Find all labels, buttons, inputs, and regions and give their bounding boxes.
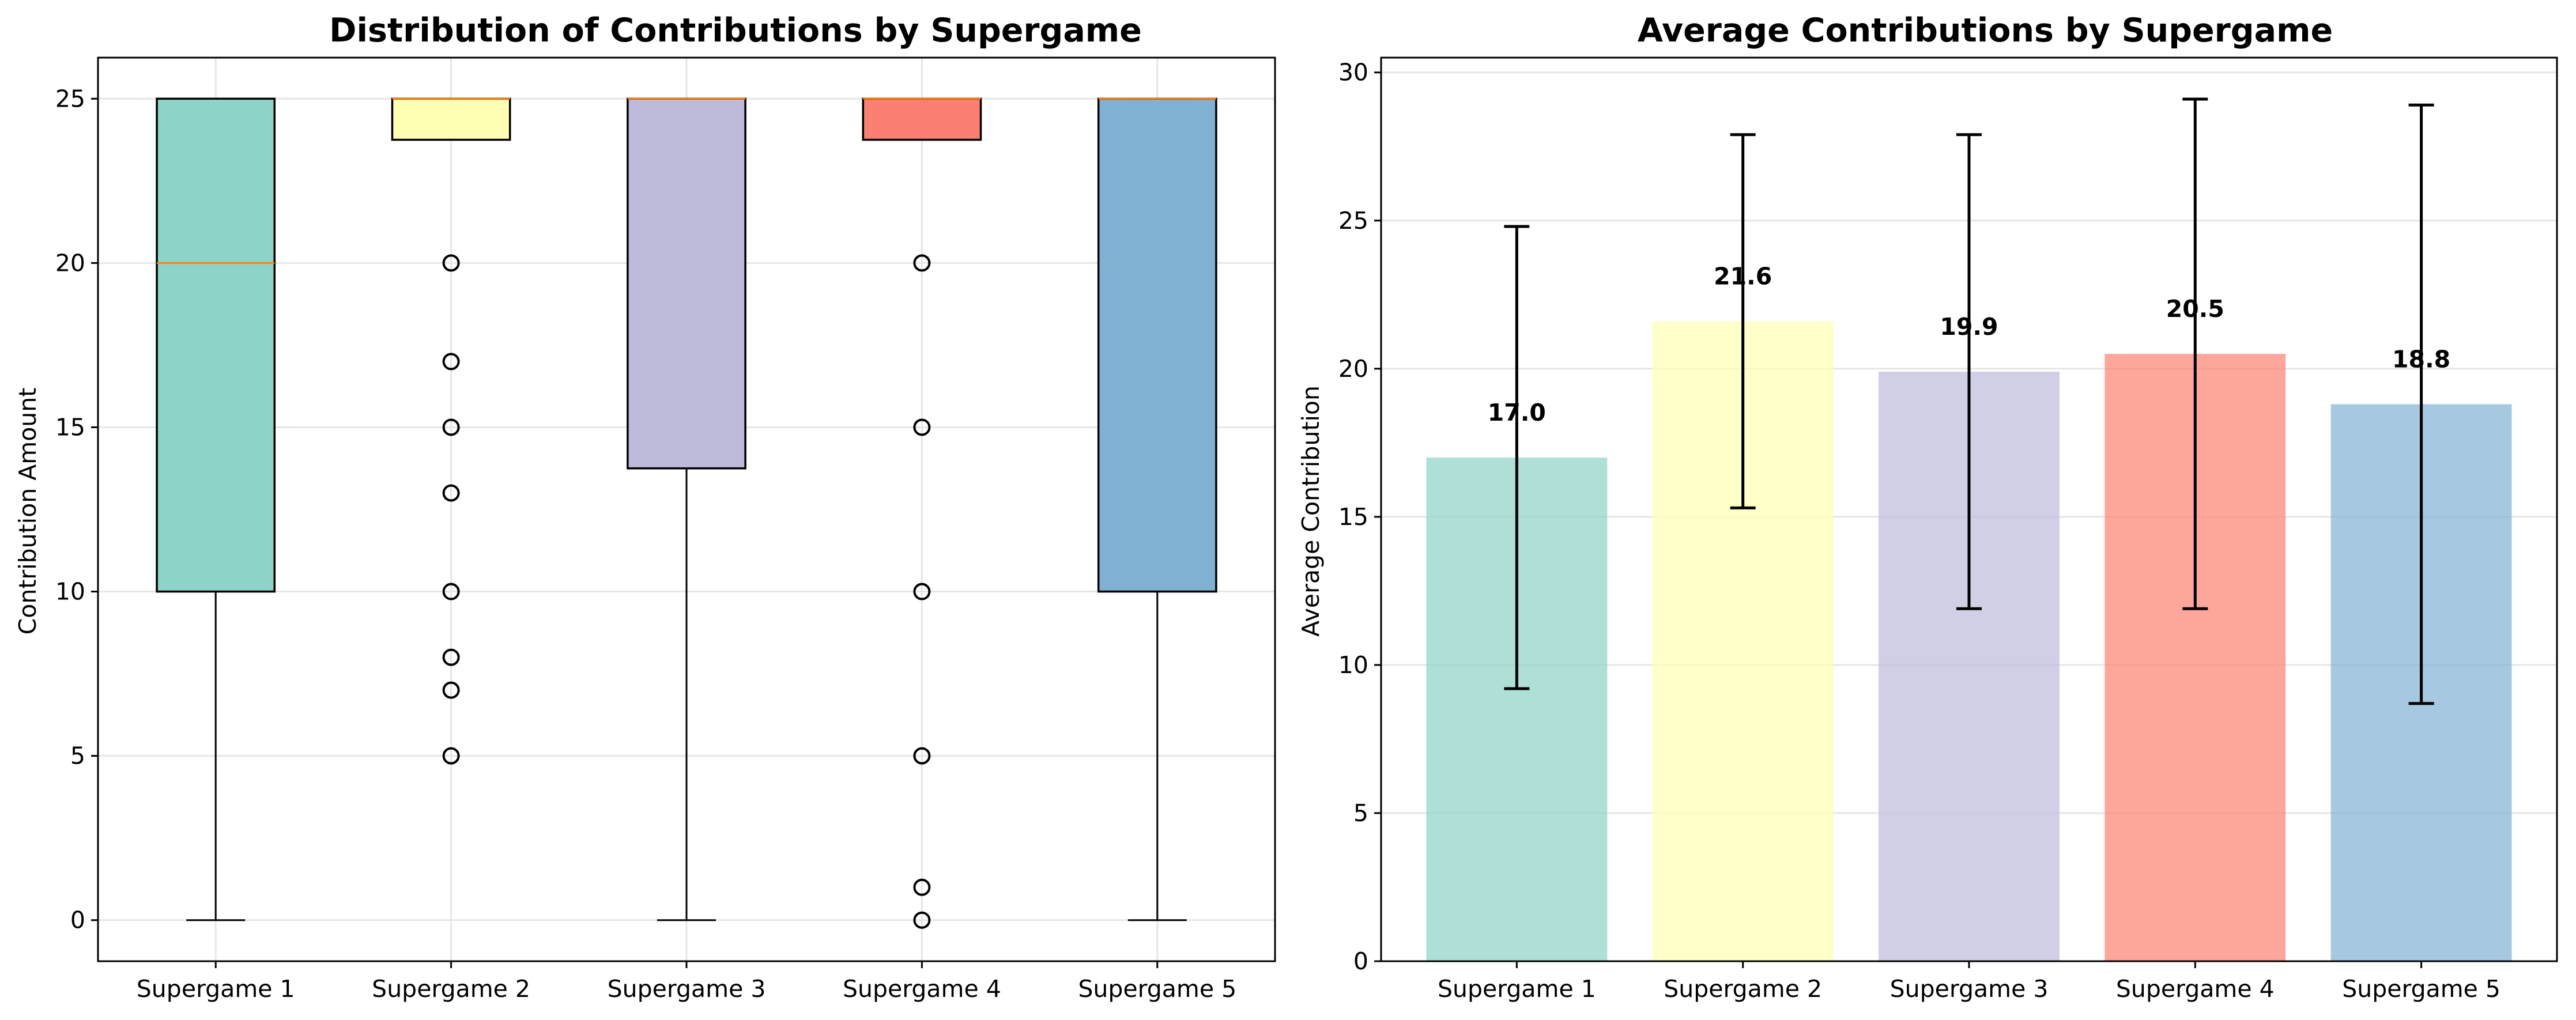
box-iqr (156, 97, 276, 593)
box-chart-ytick-label: 10 (55, 578, 85, 606)
box-chart-xtick-label: Supergame 3 (608, 975, 766, 1003)
bar-chart-ytick-label: 5 (1353, 799, 1368, 827)
box-outlier-point (442, 254, 460, 272)
box-outlier-point (913, 418, 931, 436)
box-chart-ytick-label: 25 (55, 85, 85, 112)
bar-chart-title: Average Contributions by Supergame (1638, 12, 2333, 50)
box-iqr (627, 97, 746, 470)
box-chart-xtick-label: Supergame 2 (372, 975, 530, 1003)
bar-chart-ylabel: Average Contribution (1297, 386, 1325, 637)
bar-chart-xtick-label: Supergame 1 (1438, 975, 1596, 1003)
box-outlier-point (442, 583, 460, 600)
box-outlier-point (442, 418, 460, 436)
box-chart-ytick-label: 20 (55, 249, 85, 277)
bar-chart-ytick-label: 20 (1338, 355, 1368, 383)
bar-value-label: 21.6 (1714, 263, 1772, 290)
box-chart-title: Distribution of Contributions by Superga… (329, 12, 1142, 50)
bar-chart-xtick-label: Supergame 5 (2342, 975, 2500, 1003)
box-plot-panel: Distribution of Contributions by Superga… (14, 12, 1276, 1003)
box-chart-ytick-label: 5 (70, 742, 85, 770)
bar-chart-panel: Average Contributions by Supergame Avera… (1297, 12, 2558, 1003)
box-outlier-point (442, 648, 460, 666)
box-chart-ytick-label: 0 (70, 906, 85, 934)
bar-chart-marks: 17.0 21.6 19.9 20.5 18.8 (1426, 97, 2512, 961)
box-outlier-point (913, 911, 931, 929)
box-chart-xtick-label: Supergame 5 (1078, 975, 1236, 1003)
box-chart-xtick-label: Supergame 1 (137, 975, 295, 1003)
box-outlier-point (913, 254, 931, 272)
bar-chart-xtick-label: Supergame 4 (2116, 975, 2275, 1003)
box-iqr (391, 97, 511, 141)
box-outlier-point (913, 747, 931, 765)
box-outlier-point (442, 747, 460, 765)
box-iqr (862, 97, 982, 141)
box-outlier-point (913, 878, 931, 896)
bar-chart-ytick-label: 30 (1338, 59, 1368, 86)
bar-chart-frame (1380, 56, 2558, 962)
box-chart-ylabel: Contribution Amount (14, 388, 42, 635)
box-chart-ticks: 0 5 10 15 20 25 Supergame 1 Supergame 2 Supergam… (55, 85, 1236, 1003)
bar-chart-ytick-label: 0 (1353, 947, 1368, 975)
bar-value-label: 18.8 (2392, 345, 2450, 373)
box-outlier-point (442, 681, 460, 699)
bar-chart-xtick-label: Supergame 2 (1664, 975, 1822, 1003)
bar-value-label: 20.5 (2166, 295, 2224, 323)
box-outlier-point (913, 583, 931, 600)
box-chart-marks (156, 97, 1217, 929)
bar-chart-ytick-label: 10 (1338, 651, 1368, 679)
box-outlier-point (442, 484, 460, 502)
box-chart-ytick-label: 15 (55, 413, 85, 441)
bar-value-label: 19.9 (1940, 313, 1998, 341)
bar-chart-ticks: 0 5 10 15 20 25 30 Supergame 1 Supergame 2 Superg… (1338, 59, 2500, 1003)
bar-chart-ytick-label: 15 (1338, 503, 1368, 531)
box-chart-frame (97, 56, 1276, 962)
bar-value-label: 17.0 (1488, 399, 1546, 426)
box-iqr (1097, 97, 1217, 593)
bar-chart-xtick-label: Supergame 3 (1890, 975, 2049, 1003)
bar-chart-ytick-label: 25 (1338, 207, 1368, 235)
box-chart-xtick-label: Supergame 4 (843, 975, 1001, 1003)
box-outlier-point (442, 353, 460, 371)
